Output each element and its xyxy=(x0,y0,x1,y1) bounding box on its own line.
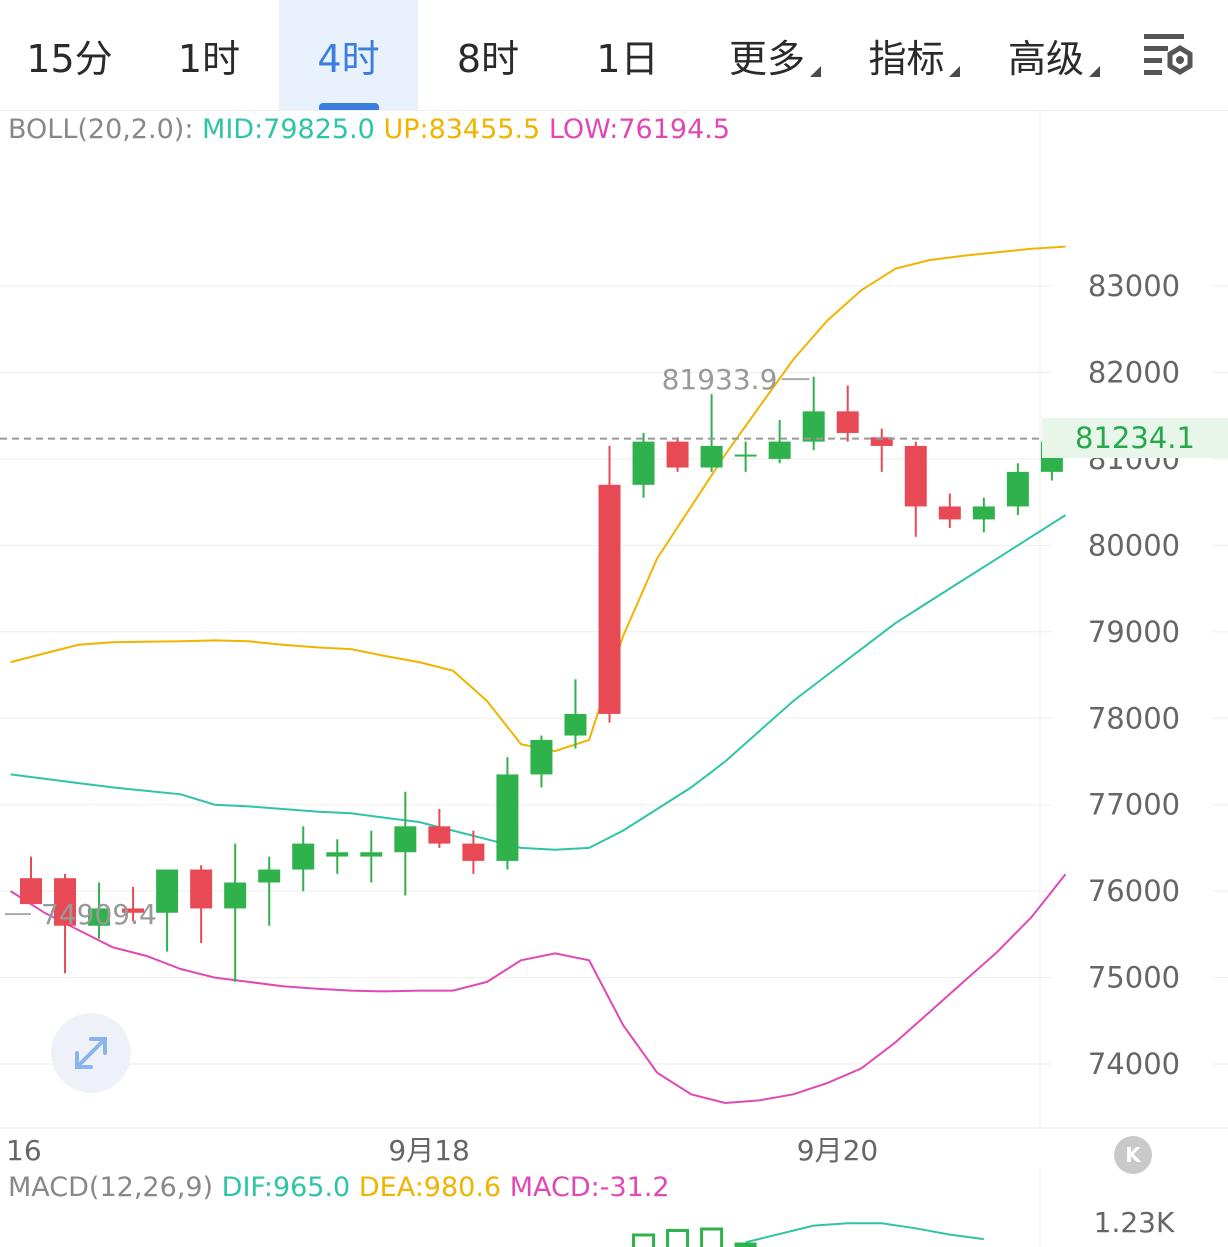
last-price-tag: 81234.1 xyxy=(1042,418,1228,458)
tab-label: 1日 xyxy=(596,36,659,81)
boll-upper-line xyxy=(10,245,1066,753)
y-tick-label: 80000 xyxy=(1088,528,1180,562)
tab-1[interactable]: 15分 xyxy=(0,0,139,110)
candle-body xyxy=(802,411,825,442)
macd-histogram-bar xyxy=(700,1227,724,1247)
candle-body xyxy=(564,713,587,736)
active-tab-indicator xyxy=(318,103,379,110)
y-tick-label: 83000 xyxy=(1088,269,1180,303)
candle-body xyxy=(598,484,621,714)
boll-lower-line xyxy=(10,873,1067,1105)
candle-body xyxy=(700,445,723,468)
macd-dif-value: DIF:965.0 xyxy=(221,1172,351,1203)
candle-body xyxy=(360,852,383,857)
macd-histogram-bar xyxy=(632,1233,656,1247)
tab-2[interactable]: 1时 xyxy=(140,0,279,110)
candle-body xyxy=(224,882,247,909)
candle-body xyxy=(258,869,281,883)
macd-name: MACD(12,26,9) xyxy=(8,1172,214,1203)
tab-label: 指标 xyxy=(868,36,945,81)
chevron-down-icon xyxy=(949,66,960,77)
candle-body xyxy=(938,506,961,520)
tab-label: 8时 xyxy=(456,36,520,81)
candle-body xyxy=(190,869,213,909)
candle-body xyxy=(326,852,349,857)
candle-body xyxy=(666,441,689,468)
candle-body xyxy=(768,441,791,459)
macd-histogram-bar xyxy=(666,1229,690,1247)
x-tick-label: 9月20 xyxy=(797,1134,878,1167)
boll-name: BOLL(20,2.0): xyxy=(8,114,194,145)
macd-dif-line xyxy=(745,1222,984,1244)
y-tick-label: 82000 xyxy=(1088,355,1180,389)
tab-8[interactable]: 高级 xyxy=(977,0,1116,110)
y-tick-label: 77000 xyxy=(1088,788,1180,822)
candle-body xyxy=(836,411,859,433)
tab-label: 4时 xyxy=(317,36,380,81)
candle-body xyxy=(88,908,111,926)
candle-body xyxy=(20,878,42,905)
macd-dea-value: DEA:980.6 xyxy=(358,1172,502,1203)
y-tick-label: 75000 xyxy=(1088,961,1180,995)
candle-body xyxy=(734,454,757,457)
macd-legend: MACD(12,26,9) DIF:965.0 DEA:980.6 MACD:-… xyxy=(8,1172,670,1203)
chart-settings-icon[interactable] xyxy=(1138,28,1198,82)
tab-label: 更多 xyxy=(728,36,805,81)
chevron-down-icon xyxy=(1088,66,1100,77)
low-price-label: 74909.4 xyxy=(41,898,157,931)
candle-body xyxy=(462,843,485,861)
chevron-down-icon xyxy=(809,66,821,77)
y-tick-label: 79000 xyxy=(1088,615,1180,649)
macd-y-tick-label: 1.23K xyxy=(1094,1206,1175,1239)
boll-up-value: UP:83455.5 xyxy=(383,114,541,145)
candle-body xyxy=(972,506,995,520)
boll-mid-value: MID:79825.0 xyxy=(202,114,375,145)
tab-5[interactable]: 1日 xyxy=(558,0,697,110)
tab-label: 15分 xyxy=(26,36,113,81)
candle-body xyxy=(1006,471,1029,507)
candle-body xyxy=(904,445,927,507)
candle-body xyxy=(530,739,553,775)
boll-legend: BOLL(20,2.0): MID:79825.0 UP:83455.5 LOW… xyxy=(8,114,730,145)
candle-body xyxy=(122,908,145,913)
tab-4[interactable]: 8时 xyxy=(419,0,558,110)
candle-body xyxy=(632,441,655,485)
tab-label: 1时 xyxy=(177,36,241,81)
candle-body xyxy=(428,826,451,844)
k-line-button[interactable]: K xyxy=(1114,1136,1152,1174)
timeframe-tab-bar: 15分 1时 4时 8时 1日 更多 指标 高级 xyxy=(0,0,1228,111)
y-tick-label: 74000 xyxy=(1088,1047,1180,1081)
candle-body xyxy=(292,843,315,870)
high-price-label: 81933.9 xyxy=(662,363,778,396)
tab-3[interactable]: 4时 xyxy=(279,0,418,110)
candle-body xyxy=(394,826,417,853)
candle-body xyxy=(54,878,77,926)
x-tick-label: 16 xyxy=(6,1134,42,1167)
expand-arrows-icon[interactable] xyxy=(51,1013,131,1093)
candle-body xyxy=(870,437,893,446)
tab-7[interactable]: 指标 xyxy=(837,0,976,110)
y-tick-label: 76000 xyxy=(1088,874,1180,908)
candle-body xyxy=(496,774,519,861)
candle-body xyxy=(156,869,179,913)
macd-macd-value: MACD:-31.2 xyxy=(509,1172,670,1203)
x-tick-label: 9月18 xyxy=(388,1134,469,1167)
tab-6[interactable]: 更多 xyxy=(698,0,837,110)
tab-label: 高级 xyxy=(1007,36,1084,81)
boll-low-value: LOW:76194.5 xyxy=(548,114,731,145)
macd-histogram-bar xyxy=(734,1242,757,1247)
y-tick-label: 78000 xyxy=(1088,701,1180,735)
boll-mid-line xyxy=(10,514,1067,851)
